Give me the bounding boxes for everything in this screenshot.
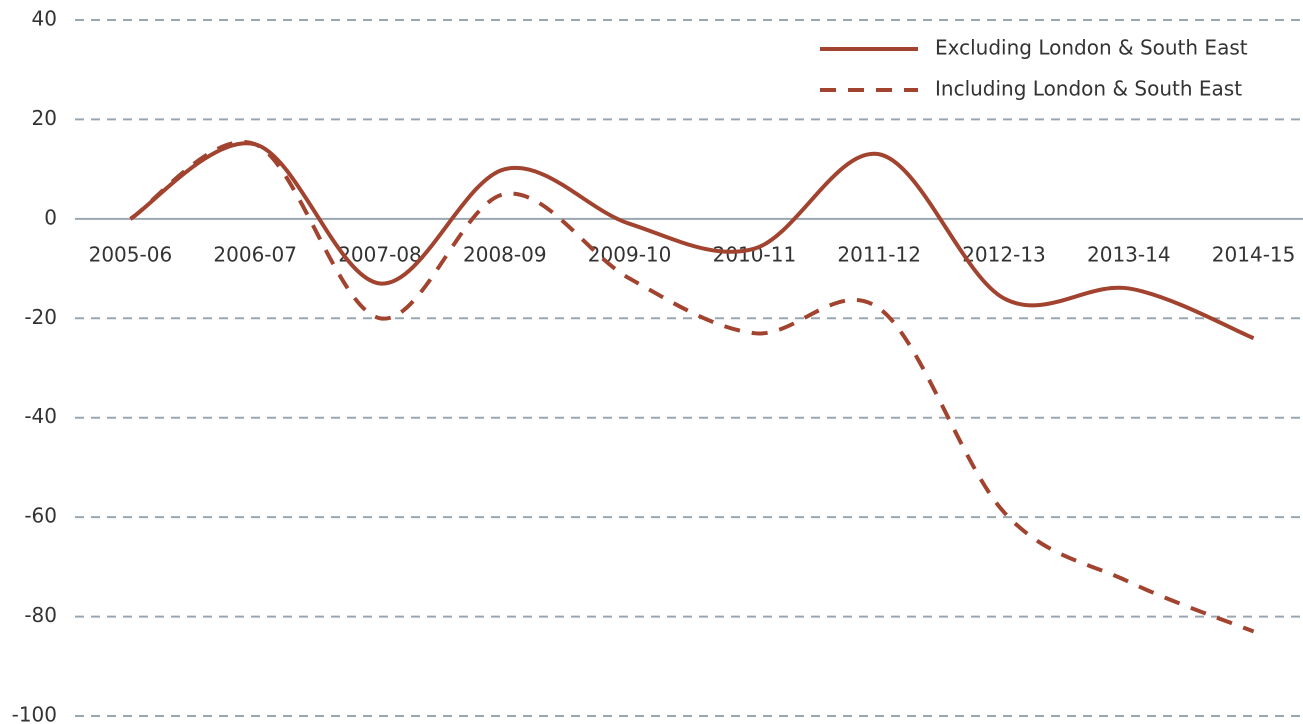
legend-label: Including London & South East (935, 77, 1242, 101)
y-tick-label: 0 (44, 205, 57, 229)
x-tick-label: 2012-13 (962, 242, 1046, 266)
x-tick-label: 2014-15 (1212, 242, 1296, 266)
y-tick-label: -20 (24, 305, 57, 329)
y-tick-label: 20 (32, 106, 57, 130)
y-tick-label: -100 (12, 703, 57, 724)
y-tick-label: -60 (24, 504, 57, 528)
line-series (129, 140, 1255, 634)
x-tick-label: 2005-06 (89, 242, 173, 266)
x-tick-label: 2008-09 (463, 242, 547, 266)
y-tick-label: -40 (24, 404, 57, 428)
line-series (129, 141, 1255, 341)
x-tick-label: 2009-10 (588, 242, 672, 266)
y-tick-label: -80 (24, 603, 57, 627)
x-tick-label: 2013-14 (1087, 242, 1171, 266)
x-tick-label: 2006-07 (213, 242, 297, 266)
legend-label: Excluding London & South East (935, 36, 1248, 60)
y-tick-label: 40 (32, 7, 57, 31)
x-tick-label: 2011-12 (837, 242, 921, 266)
x-tick-label: 2010-11 (713, 242, 797, 266)
